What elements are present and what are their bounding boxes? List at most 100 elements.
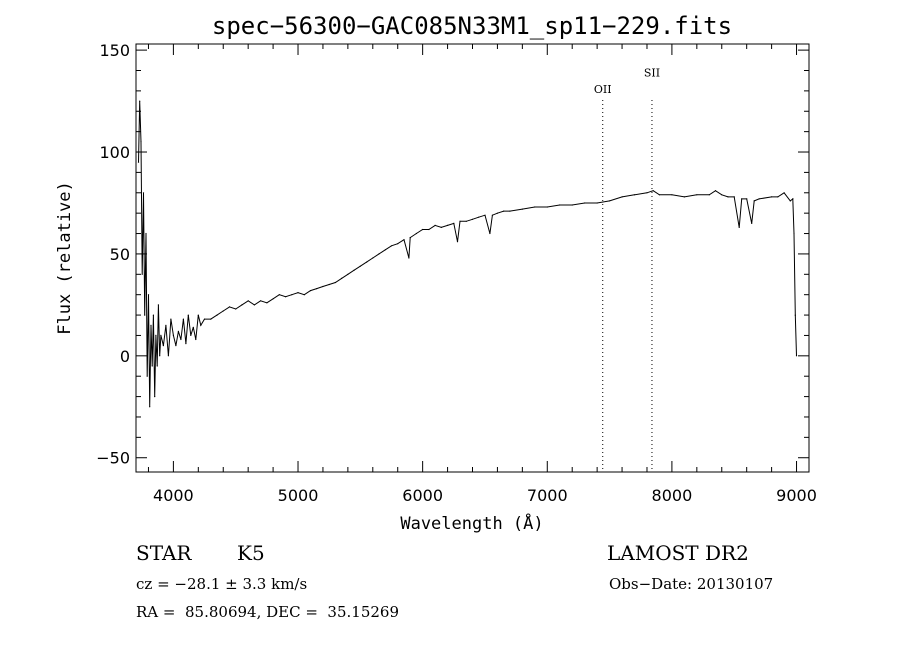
- spectrum-point: [708, 194, 710, 196]
- spectrum-point: [440, 226, 442, 228]
- spectrum-point: [751, 222, 753, 224]
- axis-ticks: [136, 44, 809, 472]
- y-tick-label: 100: [99, 143, 130, 162]
- spectrum-point: [260, 300, 262, 302]
- axis-tick-labels: 4000 5000 6000 7000 8000 9000 −50 0 50 100 150: [96, 41, 817, 505]
- spectrum-point: [758, 198, 760, 200]
- spectrum-point: [746, 198, 748, 200]
- spectrum-point: [727, 196, 729, 198]
- spectrum-point: [146, 375, 148, 377]
- spectrum-point: [272, 298, 274, 300]
- line-label-oii: OII: [594, 83, 612, 96]
- spectrum-point: [794, 314, 796, 316]
- spectrum-point: [741, 198, 743, 200]
- spectrum-point: [459, 220, 461, 222]
- spectrum-point: [621, 196, 623, 198]
- spectrum-point: [534, 206, 536, 208]
- spectrum-point: [228, 306, 231, 308]
- spectrum-point: [160, 334, 162, 336]
- spectrum-point: [151, 365, 153, 367]
- spectrum-point: [222, 310, 224, 312]
- spectrum-point: [175, 345, 177, 347]
- spectrum-point: [456, 241, 459, 243]
- spectrum-point: [652, 190, 654, 192]
- spectrum-point: [471, 218, 474, 220]
- y-axis-label: Flux (relative): [55, 181, 75, 335]
- spectrum-point: [328, 283, 330, 286]
- spectrum-point: [334, 281, 336, 284]
- spectrum-point: [154, 396, 156, 398]
- spectrum-point: [447, 224, 449, 226]
- spectrum-point: [609, 200, 611, 202]
- spectrum-point: [144, 314, 146, 316]
- spectrum-point: [366, 261, 368, 263]
- spectrum-point: [509, 210, 511, 212]
- spectrum-point: [422, 228, 424, 231]
- spectrum-point: [453, 222, 455, 224]
- spectrum-point: [180, 338, 182, 341]
- spectrum-point: [771, 196, 773, 198]
- spectrum-point: [291, 294, 293, 296]
- x-axis-label: Wavelength (Å): [400, 512, 543, 534]
- spectrum-point: [140, 141, 142, 143]
- line-label-sii: SII: [644, 67, 660, 80]
- spectrum-point: [195, 338, 197, 341]
- spectrum-point: [484, 214, 486, 216]
- spectrum-point: [200, 324, 202, 326]
- spectrum-point: [247, 300, 249, 302]
- spectrum-point: [149, 406, 151, 408]
- spectrum-point: [297, 292, 299, 294]
- spectrum-point: [428, 228, 430, 231]
- spectrum-point: [190, 334, 192, 336]
- spectrum-point: [152, 314, 154, 316]
- spectrum-point: [546, 206, 548, 208]
- spectrum-point: [478, 216, 480, 218]
- spectrum-point: [137, 161, 140, 163]
- spectrum-point: [465, 220, 467, 222]
- spectrum-point: [714, 190, 717, 192]
- spectrum-point: [147, 294, 150, 296]
- y-tick-label: 0: [120, 347, 130, 366]
- spectrum-point: [185, 343, 187, 345]
- spectrum-point: [584, 202, 586, 204]
- spectrum-point: [172, 334, 174, 336]
- spectrum-point: [156, 365, 158, 367]
- spectrum-point: [408, 257, 410, 259]
- spectrum-point: [316, 288, 318, 290]
- spectrum-point: [141, 273, 143, 275]
- spectrum-point: [162, 345, 164, 347]
- spectrum-point: [197, 314, 199, 316]
- spectrum-point: [157, 304, 159, 306]
- survey-release: LAMOST DR2: [607, 541, 749, 565]
- spectrum-point: [192, 326, 194, 328]
- spectrum-point: [783, 192, 785, 194]
- spectrum-point: [409, 237, 411, 239]
- spectrum-point: [155, 334, 157, 336]
- spectrum-point: [489, 232, 491, 235]
- object-type: STAR: [136, 541, 192, 565]
- y-tick-label: 50: [110, 245, 130, 264]
- annotation-layer: OII SII: [594, 67, 660, 472]
- x-tick-label: 9000: [776, 486, 817, 505]
- spectrum-point: [397, 243, 399, 245]
- redshift-velocity: cz = −28.1 ± 3.3 km/s: [136, 575, 308, 593]
- spectrum-point: [170, 318, 172, 320]
- spectrum-point: [182, 318, 184, 320]
- spectrum-point: [216, 314, 218, 316]
- plot-frame: [135, 43, 810, 473]
- spectrum-line: [138, 101, 797, 407]
- spectrum-point: [159, 355, 161, 357]
- spectrum-point: [415, 232, 417, 235]
- spectrum-point: [503, 210, 505, 212]
- spectrum-point: [142, 192, 145, 194]
- x-tick-label: 4000: [153, 486, 194, 505]
- y-tick-label: 150: [99, 41, 130, 60]
- spectrum-point: [167, 355, 169, 357]
- x-tick-label: 5000: [278, 486, 319, 505]
- spectrum-point: [145, 232, 147, 235]
- y-tick-label: −50: [96, 449, 130, 468]
- spectrum-point: [792, 198, 794, 200]
- spectrum-point: [596, 202, 598, 204]
- spectrum-point: [322, 285, 324, 288]
